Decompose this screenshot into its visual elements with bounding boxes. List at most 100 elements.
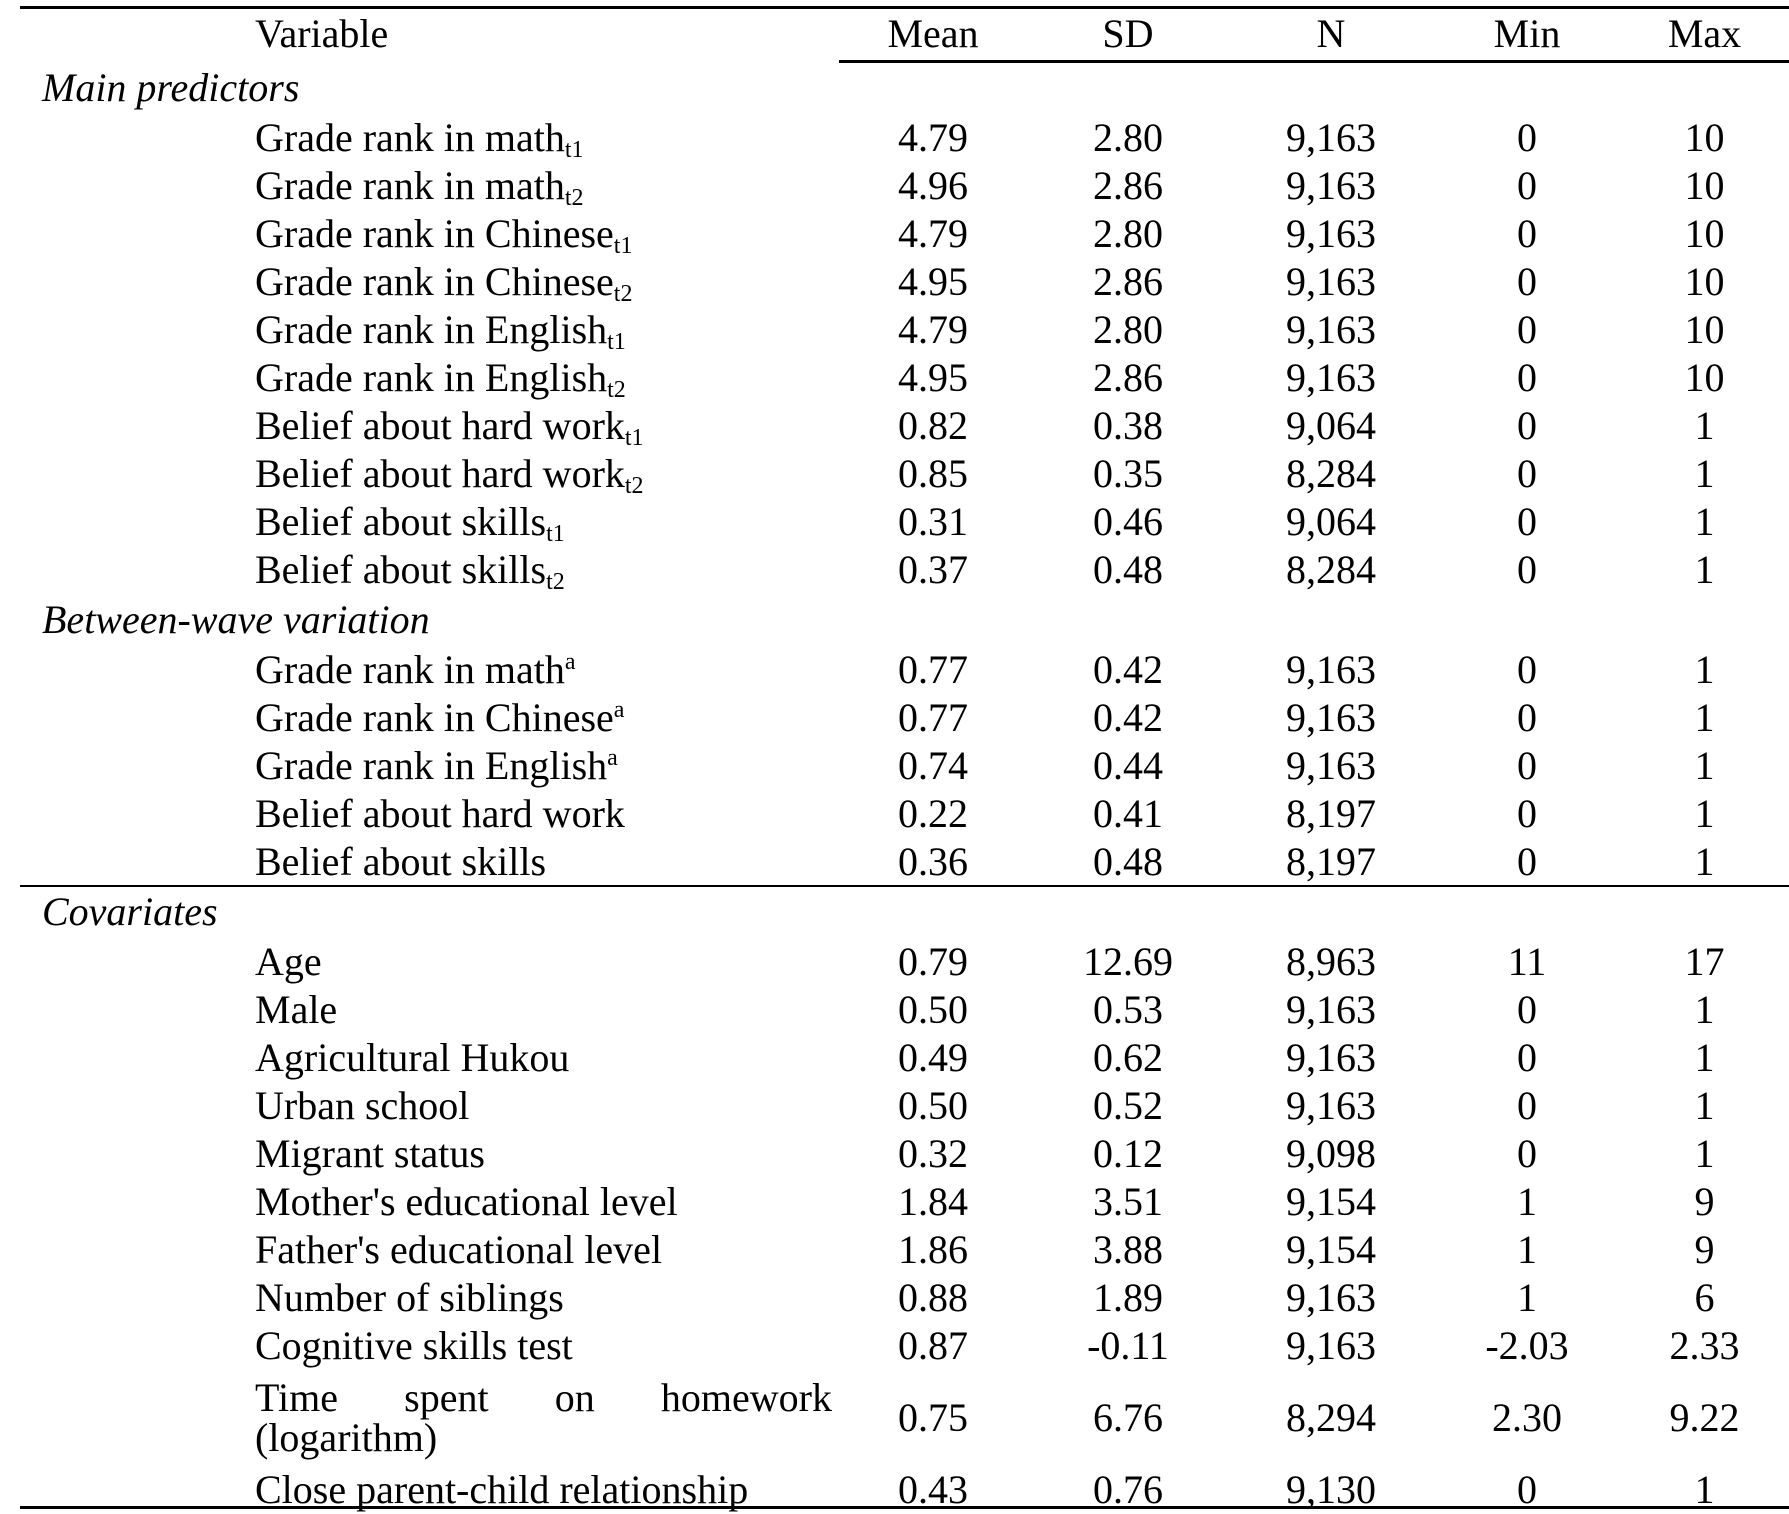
section-title: Covariates: [42, 889, 218, 934]
min-cell: 0: [1517, 403, 1537, 448]
footnote-superscript: a: [607, 745, 618, 771]
variable-cell: Grade rank in matha: [20, 646, 838, 694]
table-row: Grade rank in Englisha 0.74 0.44 9,163 0 1: [20, 742, 1789, 790]
max-cell: 1: [1694, 1035, 1715, 1080]
max-cell: 1: [1694, 403, 1715, 448]
n-cell: 9,163: [1286, 987, 1376, 1032]
variable-cell: Cognitive skills test: [20, 1322, 838, 1370]
variable-label: Belief about skills: [255, 839, 547, 884]
sd-cell: 0.12: [1093, 1131, 1163, 1176]
n-cell: 8,197: [1286, 839, 1376, 884]
n-cell: 9,163: [1286, 259, 1376, 304]
variable-label: Number of siblings: [255, 1275, 564, 1320]
mean-cell: 0.77: [898, 647, 968, 692]
min-cell: 0: [1517, 451, 1537, 496]
n-cell: 9,163: [1286, 355, 1376, 400]
table-row: Number of siblings 0.88 1.89 9,163 1 6: [20, 1274, 1789, 1322]
variable-cell: Number of siblings: [20, 1274, 838, 1322]
min-cell: 0: [1517, 1467, 1537, 1512]
max-cell: 10: [1684, 355, 1725, 400]
header-variable: Variable: [255, 11, 389, 56]
n-cell: 9,130: [1286, 1467, 1376, 1512]
n-cell: 9,163: [1286, 1323, 1376, 1368]
mean-cell: 0.49: [898, 1035, 968, 1080]
max-cell: 1: [1694, 1467, 1715, 1512]
variable-cell: Grade rank in Englisha: [20, 742, 838, 790]
sd-cell: 2.86: [1093, 355, 1163, 400]
wave-subscript: t1: [546, 521, 565, 547]
min-cell: 0: [1517, 791, 1537, 836]
variable-label: Urban school: [255, 1083, 470, 1128]
mean-cell: 0.31: [898, 499, 968, 544]
n-cell: 9,163: [1286, 211, 1376, 256]
min-cell: 0: [1517, 259, 1537, 304]
max-cell: 1: [1694, 695, 1715, 740]
covariates-separator-rule: [20, 885, 1789, 887]
min-cell: 0: [1517, 1083, 1537, 1128]
min-cell: 0: [1517, 647, 1537, 692]
variable-label: Time spent on homework (logarithm): [255, 1375, 832, 1460]
sd-cell: 0.76: [1093, 1467, 1163, 1512]
n-cell: 8,284: [1286, 451, 1376, 496]
variable-label: Cognitive skills test: [255, 1323, 573, 1368]
n-cell: 9,154: [1286, 1179, 1376, 1224]
table-row: Agricultural Hukou 0.49 0.62 9,163 0 1: [20, 1034, 1789, 1082]
mean-cell: 0.37: [898, 547, 968, 592]
table-body: Main predictors Grade rank in matht1 4.79 2…: [20, 62, 1789, 1514]
table-row: Belief about hard workt1 0.82 0.38 9,064 0 1: [20, 402, 1789, 450]
sd-cell: 0.53: [1093, 987, 1163, 1032]
table-row: Cognitive skills test 0.87 -0.11 9,163 -2.03…: [20, 1322, 1789, 1370]
sd-cell: 0.48: [1093, 547, 1163, 592]
min-cell: 0: [1517, 743, 1537, 788]
table-row: Migrant status 0.32 0.12 9,098 0 1: [20, 1130, 1789, 1178]
variable-label: Grade rank in Chinese: [255, 211, 614, 256]
max-cell: 1: [1694, 499, 1715, 544]
variable-label: Belief about hard work: [255, 791, 625, 836]
variable-cell: Male: [20, 986, 838, 1034]
variable-cell: Belief about hard workt2: [20, 450, 838, 498]
sd-cell: 2.86: [1093, 163, 1163, 208]
min-cell: 1: [1517, 1275, 1537, 1320]
variable-label: Belief about hard work: [255, 451, 625, 496]
sd-cell: 6.76: [1093, 1395, 1163, 1440]
sd-cell: 2.86: [1093, 259, 1163, 304]
mean-cell: 1.86: [898, 1227, 968, 1272]
variable-cell: Urban school: [20, 1082, 838, 1130]
header-row: Variable Mean SD N Min Max: [20, 6, 1789, 62]
sd-cell: 0.62: [1093, 1035, 1163, 1080]
max-cell: 6: [1694, 1275, 1715, 1320]
mean-cell: 0.50: [898, 987, 968, 1032]
sd-cell: 3.88: [1093, 1227, 1163, 1272]
min-cell: 0: [1517, 839, 1537, 884]
sd-cell: 0.48: [1093, 839, 1163, 884]
wave-subscript: t2: [564, 185, 584, 211]
variable-label: Belief about skills: [255, 499, 547, 544]
max-cell: 1: [1694, 987, 1715, 1032]
max-cell: 10: [1684, 115, 1725, 160]
table-row: Urban school 0.50 0.52 9,163 0 1: [20, 1082, 1789, 1130]
min-cell: 0: [1517, 1131, 1537, 1176]
max-cell: 10: [1684, 259, 1725, 304]
sd-cell: 0.42: [1093, 695, 1163, 740]
section-title: Main predictors: [42, 65, 300, 110]
n-cell: 9,163: [1286, 163, 1376, 208]
header-max: Max: [1667, 11, 1742, 56]
footnote-superscript: a: [613, 697, 625, 723]
mean-cell: 0.36: [898, 839, 968, 884]
max-cell: 1: [1694, 547, 1715, 592]
variable-label: Migrant status: [255, 1131, 485, 1176]
sd-cell: 0.44: [1093, 743, 1163, 788]
footnote-superscript: a: [564, 649, 576, 675]
n-cell: 9,064: [1286, 499, 1376, 544]
variable-label: Grade rank in math: [255, 163, 565, 208]
variable-cell: Belief about hard workt1: [20, 402, 838, 450]
n-cell: 8,294: [1286, 1395, 1376, 1440]
min-cell: 1: [1517, 1179, 1537, 1224]
sd-cell: -0.11: [1087, 1323, 1169, 1368]
table-bottom-rule: [20, 1506, 1789, 1509]
variable-label: Grade rank in English: [255, 355, 608, 400]
table-row: Close parent-child relationship 0.43 0.76 9…: [20, 1466, 1789, 1514]
section-header-row: Main predictors: [20, 62, 1789, 114]
mean-cell: 0.79: [898, 939, 968, 984]
n-cell: 8,197: [1286, 791, 1376, 836]
